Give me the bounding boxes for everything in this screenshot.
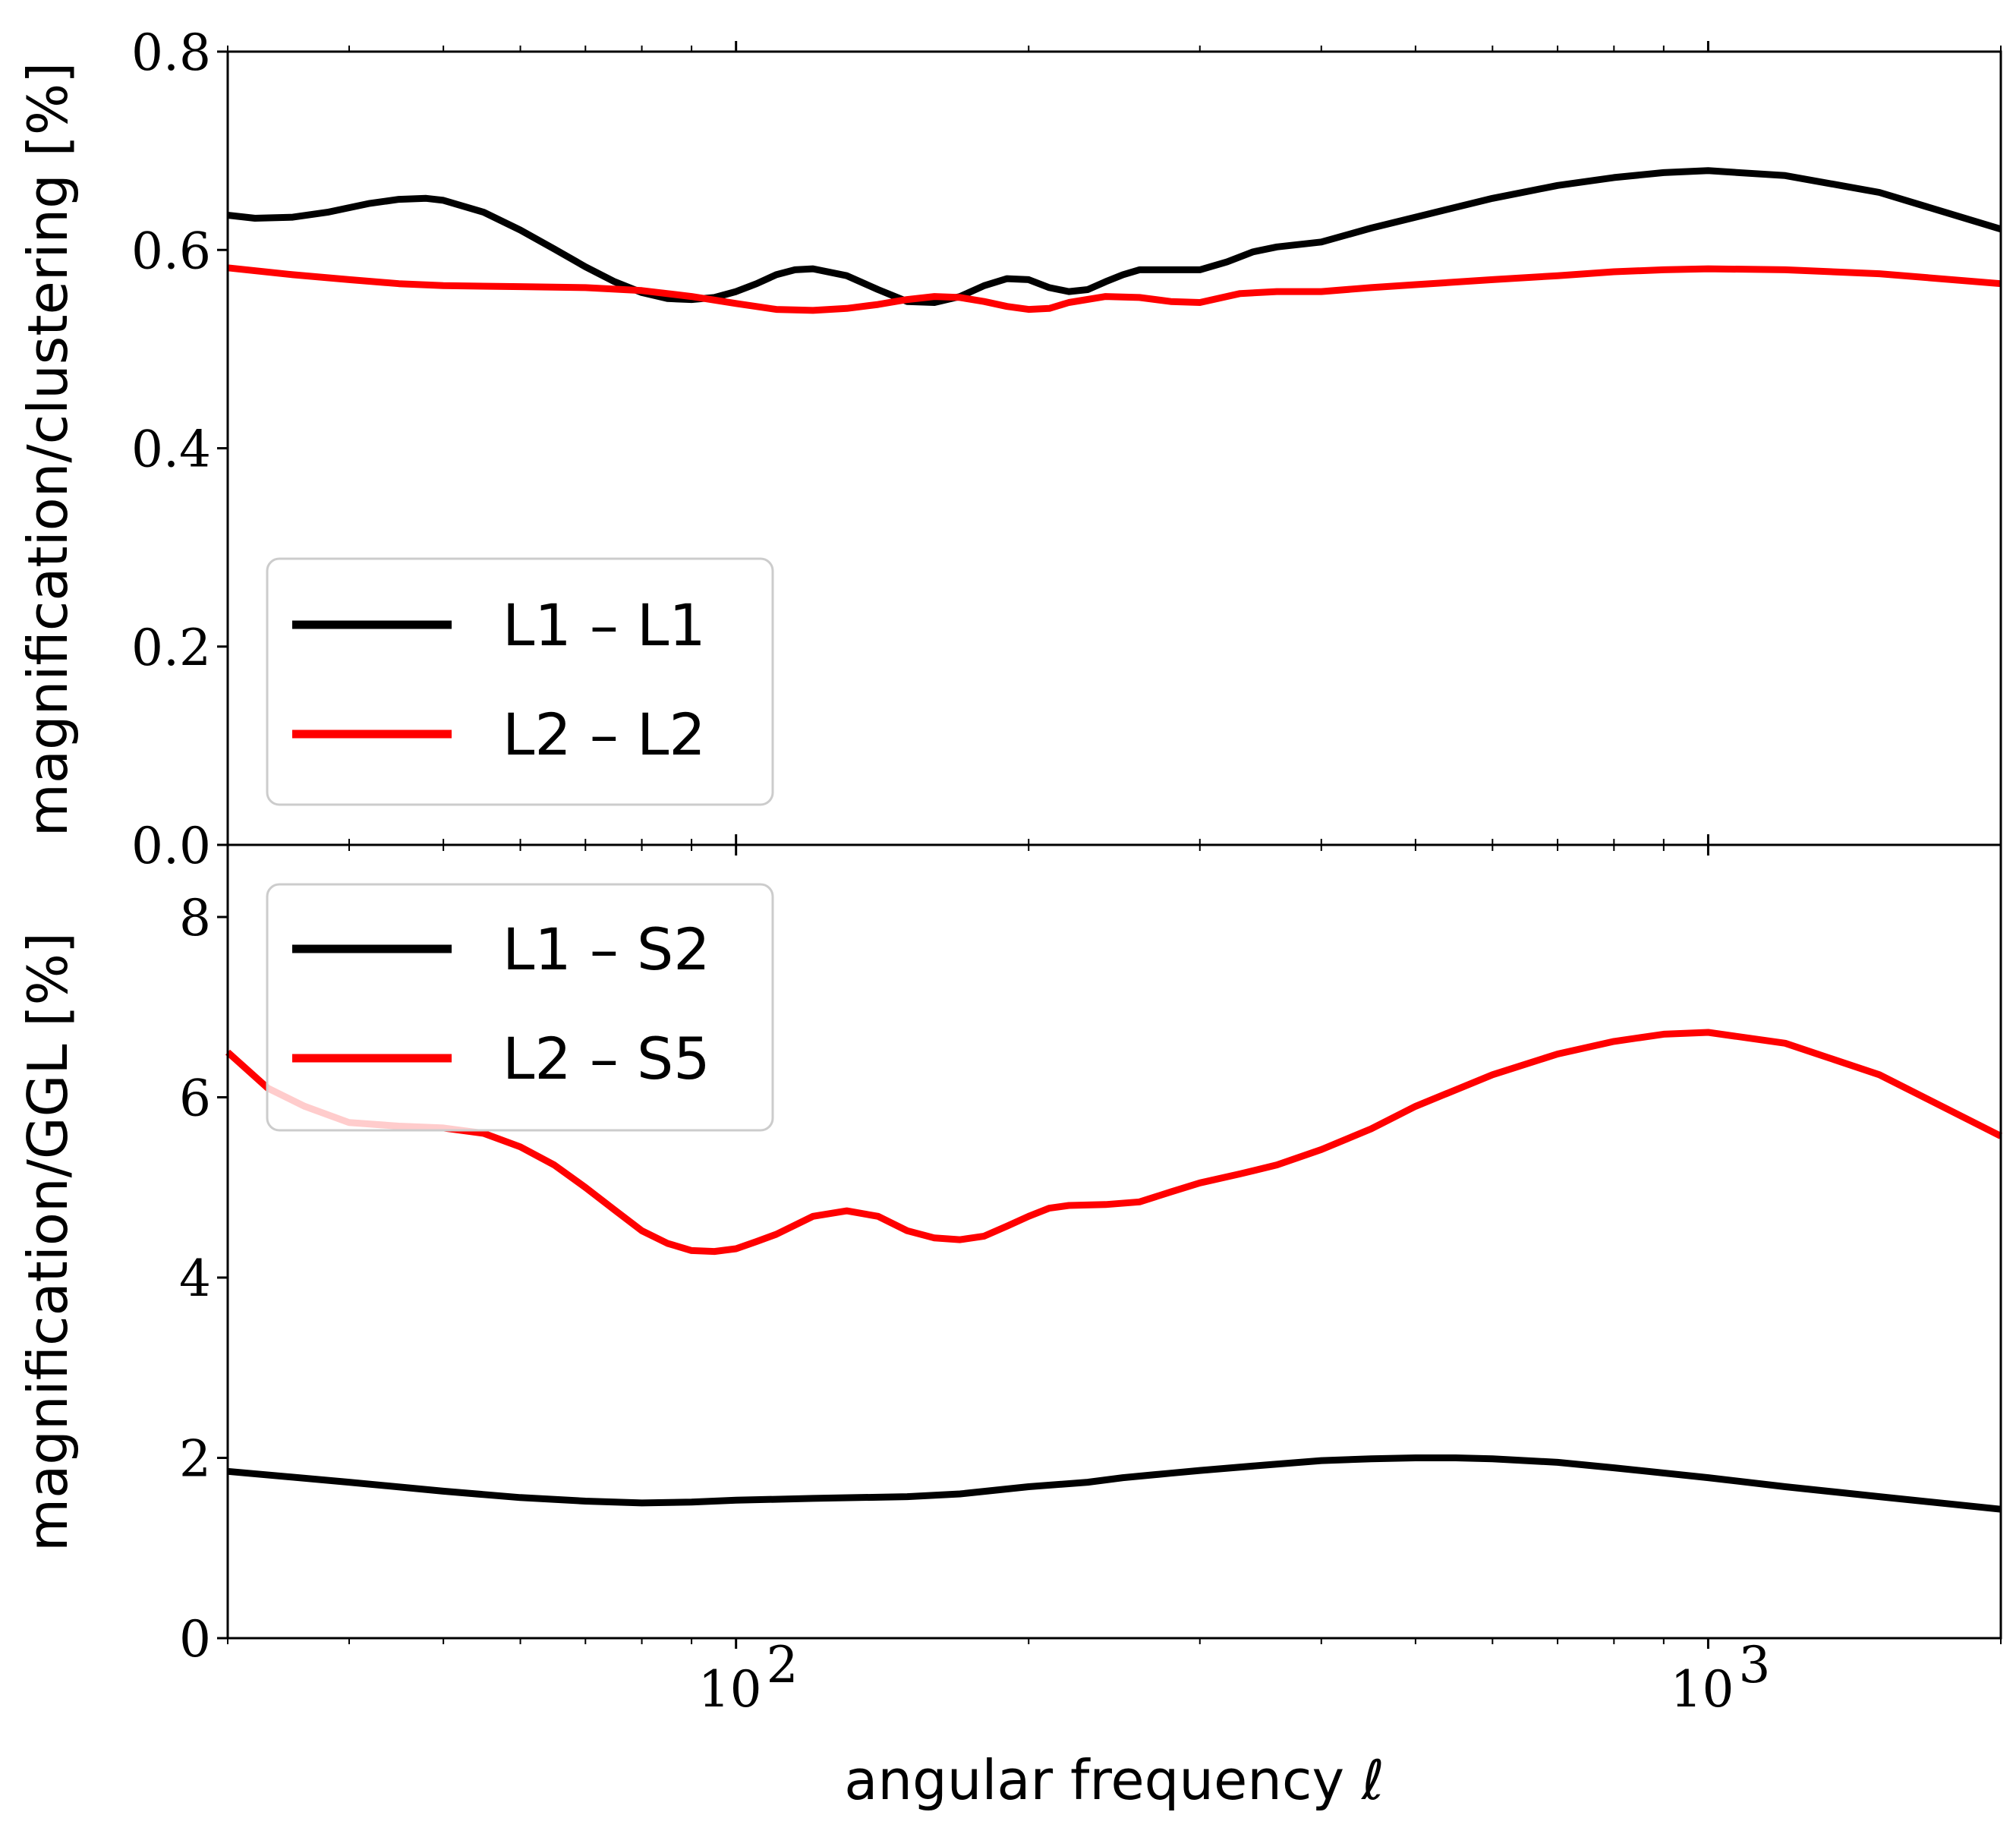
series-line-l2-l2: [227, 264, 2002, 314]
top-panel-lines: [227, 167, 2002, 314]
top-y-tick-label: 0.8: [131, 24, 211, 82]
top-y-tick-label: 0.2: [131, 619, 211, 677]
top-y-tick-label: 0.6: [131, 222, 211, 280]
bottom-y-tick-label: 4: [179, 1249, 211, 1308]
x-tick-label-exponent: 3: [1738, 1636, 1770, 1694]
top-panel: 0.0 0.2 0.4 0.6 0.8 magnification/clustering…: [16, 24, 2002, 875]
bottom-y-tick-label: 8: [179, 889, 211, 947]
top-legend-box: [266, 557, 774, 806]
x-axis-label: angular frequency ℓ: [844, 1748, 1384, 1812]
bottom-y-tick-label: 0: [179, 1610, 211, 1669]
bottom-legend: L1 – S2 L2 – S5: [266, 883, 774, 1132]
x-tick-label: 10: [698, 1660, 762, 1719]
bottom-y-axis-label: magnification/GGL [%]: [16, 932, 80, 1552]
bottom-panel-x-ticks: 10 2 10 3: [227, 834, 2002, 1719]
series-line-l1-s2: [227, 1454, 2002, 1513]
x-tick-label: 10: [1670, 1660, 1734, 1719]
legend-label-l2-l2: L2 – L2: [502, 701, 706, 768]
legend-label-l2-s5: L2 – S5: [502, 1025, 710, 1092]
legend-label-l1-l1: L1 – L1: [502, 591, 706, 659]
bottom-panel-frame: [226, 843, 2002, 1640]
top-y-axis-label: magnification/clustering [%]: [16, 62, 80, 837]
top-panel-y-ticks: 0.0 0.2 0.4 0.6 0.8: [131, 24, 228, 875]
legend-label-l1-s2: L1 – S2: [502, 915, 710, 983]
bottom-panel-lines: [225, 1029, 2003, 1513]
bottom-panel-y-ticks: 0 2 4 6 8: [179, 889, 228, 1669]
series-line-l2-s5: [225, 1029, 2003, 1256]
bottom-y-tick-label: 6: [179, 1070, 211, 1128]
x-tick-label-exponent: 2: [767, 1636, 799, 1694]
top-y-tick-label: 0.4: [131, 421, 211, 479]
top-legend: L1 – L1 L2 – L2: [266, 557, 774, 806]
bottom-y-tick-label: 2: [179, 1430, 211, 1489]
top-y-tick-label: 0.0: [131, 817, 211, 875]
